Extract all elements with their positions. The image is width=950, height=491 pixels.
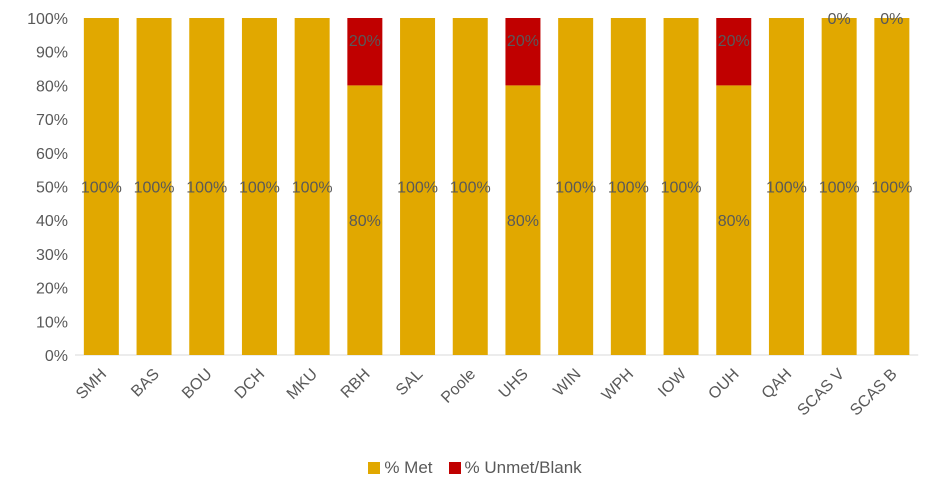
data-label-unmet: 0% xyxy=(880,11,903,28)
bar-met xyxy=(558,18,594,355)
data-label-met: 80% xyxy=(349,213,381,230)
bar-unmet xyxy=(716,18,752,86)
x-tick-label: QAH xyxy=(759,366,796,403)
legend: % Met % Unmet/Blank xyxy=(0,458,950,478)
x-tick-label: IOW xyxy=(655,365,690,400)
legend-item-unmet: % Unmet/Blank xyxy=(448,458,582,478)
data-label-met: 80% xyxy=(507,213,539,230)
bar-unmet xyxy=(505,18,541,86)
x-tick-label: WPH xyxy=(599,366,637,404)
data-label-met: 80% xyxy=(718,213,750,230)
y-tick-label: 80% xyxy=(36,78,68,95)
data-label-met: 100% xyxy=(81,180,122,197)
bar-met xyxy=(347,85,383,356)
data-label-met: 100% xyxy=(134,180,175,197)
y-tick-label: 90% xyxy=(36,45,68,62)
data-label-met: 100% xyxy=(555,180,596,197)
data-label-met: 100% xyxy=(819,180,860,197)
x-tick-label: SMH xyxy=(73,366,110,403)
bar-met xyxy=(136,18,172,355)
bar-met xyxy=(294,18,330,355)
y-tick-label: 100% xyxy=(27,11,68,28)
legend-label-met: % Met xyxy=(384,458,433,477)
data-label-met: 100% xyxy=(608,180,649,197)
bar-met xyxy=(400,18,436,355)
bar-met xyxy=(768,18,804,355)
bar-unmet xyxy=(347,18,383,86)
legend-swatch-unmet xyxy=(448,462,461,474)
data-label-met: 100% xyxy=(871,180,912,197)
data-label-unmet: 0% xyxy=(828,11,851,28)
legend-label-unmet: % Unmet/Blank xyxy=(464,458,582,477)
bars: 100% 100% 100% 100% 100% 80% 20% 100% 100% 80% 20%… xyxy=(81,11,912,356)
data-label-met: 100% xyxy=(661,180,702,197)
x-tick-label: Poole xyxy=(438,366,479,407)
y-tick-label: 60% xyxy=(36,146,68,163)
y-tick-label: 10% xyxy=(36,314,68,331)
bar-met xyxy=(716,85,752,356)
data-label-met: 100% xyxy=(292,180,333,197)
x-tick-label: SCAS B xyxy=(847,366,901,420)
x-tick-label: DCH xyxy=(232,366,269,403)
bar-met xyxy=(83,18,119,355)
y-tick-label: 0% xyxy=(45,348,68,365)
x-tick-label: WIN xyxy=(550,366,584,400)
data-label-met: 100% xyxy=(450,180,491,197)
data-label-unmet: 20% xyxy=(718,33,750,50)
y-tick-label: 40% xyxy=(36,213,68,230)
bar-met xyxy=(505,85,541,356)
bar-met xyxy=(610,18,646,355)
data-label-unmet: 20% xyxy=(507,33,539,50)
x-tick-label: MKU xyxy=(284,366,321,403)
x-tick-label: OUH xyxy=(705,366,742,403)
x-axis: SMH BAS BOU DCH MKU RBH SAL Poole UHS WIN WPH IOW OU… xyxy=(73,365,901,419)
data-label-met: 100% xyxy=(186,180,227,197)
x-tick-label: BOU xyxy=(179,366,216,403)
y-tick-label: 70% xyxy=(36,112,68,129)
bar-met xyxy=(874,18,910,355)
legend-swatch-met xyxy=(368,462,381,474)
x-tick-label: UHS xyxy=(496,366,532,402)
data-label-met: 100% xyxy=(766,180,807,197)
y-axis: 0% 10% 20% 30% 40% 50% 60% 70% 80% 90% 100% xyxy=(27,11,919,365)
bar-met xyxy=(452,18,488,355)
data-label-unmet: 20% xyxy=(349,33,381,50)
x-tick-label: SAL xyxy=(393,366,426,399)
data-label-met: 100% xyxy=(397,180,438,197)
bar-met xyxy=(241,18,277,355)
x-tick-label: RBH xyxy=(338,366,374,402)
x-tick-label: SCAS V xyxy=(794,366,848,420)
bar-met xyxy=(821,18,857,355)
y-tick-label: 50% xyxy=(36,180,68,197)
y-tick-label: 30% xyxy=(36,247,68,264)
bar-met xyxy=(189,18,225,355)
legend-item-met: % Met xyxy=(368,458,433,478)
y-tick-label: 20% xyxy=(36,281,68,298)
data-label-met: 100% xyxy=(239,180,280,197)
x-tick-label: BAS xyxy=(128,366,163,401)
bar-met xyxy=(663,18,699,355)
